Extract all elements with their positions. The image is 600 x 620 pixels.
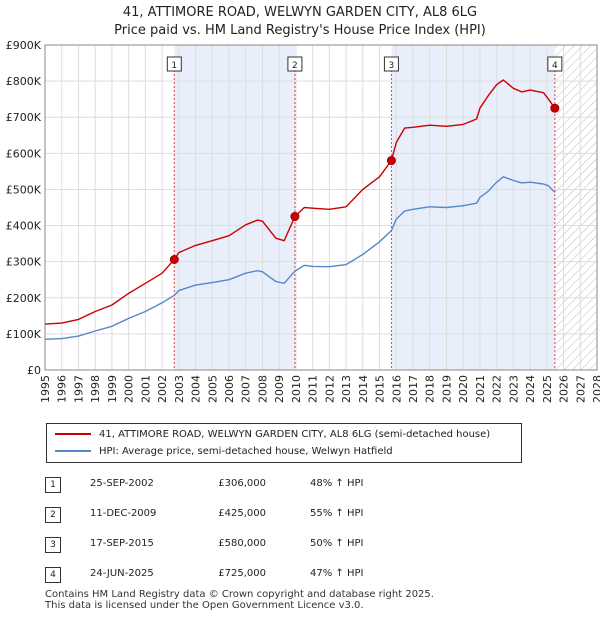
legend-swatch-hpi [55,450,91,452]
y-tick-label: £800K [6,75,42,88]
sale-point [550,103,560,113]
y-tick-label: £400K [6,220,42,233]
x-tick-label: 2014 [357,375,370,403]
sale-price: £725,000 [218,568,266,579]
x-tick-label: 2017 [407,375,420,403]
sale-row: 4 24-JUN-2025 £725,000 47% ↑ HPI [0,564,600,586]
sale-number-label: 3 [389,61,395,71]
sale-point [386,156,396,166]
x-tick-label: 2009 [273,375,286,403]
sale-interval-shade [174,45,295,370]
sale-point [290,212,300,222]
x-tick-label: 2024 [524,375,537,403]
y-tick-label: £700K [6,111,42,124]
sale-date: 25-SEP-2002 [90,478,154,489]
footer-copyright: Contains HM Land Registry data © Crown c… [45,589,434,600]
sale-hpi-delta: 55% ↑ HPI [310,508,364,519]
chart-subtitle: Price paid vs. HM Land Registry's House … [114,23,486,38]
x-tick-label: 2001 [139,375,152,403]
x-tick-label: 2018 [424,375,437,403]
forecast-hatch-area [555,45,597,370]
chart-title-block: 41, ATTIMORE ROAD, WELWYN GARDEN CITY, A… [0,4,600,40]
x-tick-label: 2002 [156,375,169,403]
x-tick-label: 2008 [256,375,269,403]
sale-hpi-delta: 50% ↑ HPI [310,538,364,549]
legend-item-property: 41, ATTIMORE ROAD, WELWYN GARDEN CITY, A… [55,427,490,443]
chart-title: 41, ATTIMORE ROAD, WELWYN GARDEN CITY, A… [122,5,478,20]
sale-number-badge: 2 [45,507,61,523]
plot-frame [44,44,598,371]
x-tick-label: 2012 [323,375,336,403]
y-tick-label: £500K [6,183,42,196]
x-tick-label: 2028 [591,375,600,403]
x-tick-label: 2026 [558,375,571,403]
sale-number-box [166,56,182,72]
sale-date: 24-JUN-2025 [90,568,154,579]
sale-price: £580,000 [218,538,266,549]
x-tick-label: 2020 [457,375,470,403]
x-tick-label: 2004 [190,375,203,403]
legend-swatch-property [55,433,91,435]
footer-license: This data is licensed under the Open Gov… [45,600,364,611]
sale-row: 1 25-SEP-2002 £306,000 48% ↑ HPI [0,474,600,496]
x-tick-label: 1998 [89,375,102,403]
property-series-line [44,79,556,325]
x-tick-label: 1996 [56,375,69,403]
sale-hpi-delta: 47% ↑ HPI [310,568,364,579]
legend-label-hpi: HPI: Average price, semi-detached house,… [99,446,393,457]
sale-number-label: 2 [292,61,298,71]
x-tick-label: 2025 [541,375,554,403]
sale-row: 2 11-DEC-2009 £425,000 55% ↑ HPI [0,504,600,526]
x-tick-label: 1995 [39,375,52,403]
sale-number-box [383,56,399,72]
y-tick-label: £0 [27,364,41,377]
sale-hpi-delta: 48% ↑ HPI [310,478,364,489]
x-tick-label: 2011 [307,375,320,403]
sale-date: 11-DEC-2009 [90,508,157,519]
hpi-series-line [44,176,556,340]
y-tick-label: £900K [6,39,42,52]
x-tick-label: 2007 [240,375,253,403]
x-tick-label: 2019 [440,375,453,403]
x-tick-label: 2005 [206,375,219,403]
sale-price: £306,000 [218,478,266,489]
sale-date: 17-SEP-2015 [90,538,154,549]
legend-item-hpi: HPI: Average price, semi-detached house,… [55,444,393,460]
sale-row: 3 17-SEP-2015 £580,000 50% ↑ HPI [0,534,600,556]
x-tick-label: 2015 [374,375,387,403]
x-tick-label: 2023 [507,375,520,403]
x-tick-label: 1999 [106,375,119,403]
sale-number-box [287,56,303,72]
x-tick-label: 2000 [123,375,136,403]
x-tick-label: 2003 [173,375,186,403]
y-tick-label: £100K [6,328,42,341]
legend-label-property: 41, ATTIMORE ROAD, WELWYN GARDEN CITY, A… [99,429,491,440]
x-tick-label: 2013 [340,375,353,403]
x-tick-label: 2006 [223,375,236,403]
x-tick-label: 2021 [474,375,487,403]
legend: 41, ATTIMORE ROAD, WELWYN GARDEN CITY, A… [46,423,522,463]
sale-number-box [547,56,563,72]
price-chart: 1 2 3 4 £0 £100K £200K £300K £400K £500K £600K £700… [6,39,600,403]
y-tick-label: £200K [6,292,42,305]
x-tick-label: 1997 [72,375,85,403]
sale-interval-shade [391,45,555,370]
x-tick-label: 2027 [574,375,587,403]
y-tick-label: £300K [6,256,42,269]
sale-price: £425,000 [218,508,266,519]
x-tick-label: 2022 [491,375,504,403]
sale-number-badge: 1 [45,477,61,493]
sale-number-label: 4 [552,61,558,71]
sale-number-badge: 3 [45,537,61,553]
sale-number-badge: 4 [45,567,61,583]
x-tick-label: 2016 [390,375,403,403]
y-tick-label: £600K [6,147,42,160]
sale-point [169,255,179,264]
x-tick-label: 2010 [290,375,303,403]
sale-number-label: 1 [171,61,177,71]
footer: Contains HM Land Registry data © Crown c… [45,589,434,611]
